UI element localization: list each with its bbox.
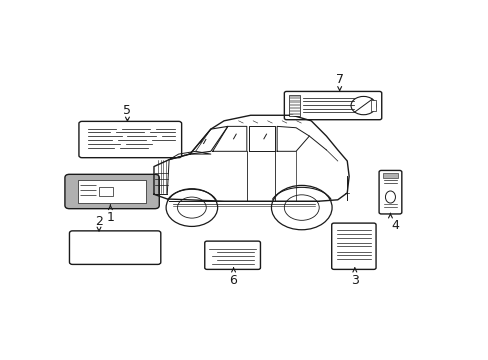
Text: 6: 6 bbox=[229, 274, 237, 287]
Text: 3: 3 bbox=[350, 274, 358, 287]
FancyBboxPatch shape bbox=[204, 241, 260, 269]
FancyBboxPatch shape bbox=[284, 91, 381, 120]
FancyBboxPatch shape bbox=[331, 223, 375, 269]
Text: 7: 7 bbox=[335, 73, 343, 86]
Bar bbox=[78, 180, 146, 203]
Text: 5: 5 bbox=[123, 104, 131, 117]
FancyBboxPatch shape bbox=[69, 231, 161, 264]
Bar bbox=[99, 187, 113, 196]
Bar bbox=[370, 100, 376, 111]
Bar bbox=[382, 173, 397, 178]
FancyBboxPatch shape bbox=[65, 174, 159, 209]
Bar bbox=[288, 95, 300, 116]
Text: 2: 2 bbox=[95, 215, 103, 228]
Text: 4: 4 bbox=[390, 219, 399, 232]
FancyBboxPatch shape bbox=[378, 170, 401, 214]
Text: 1: 1 bbox=[106, 211, 114, 224]
FancyBboxPatch shape bbox=[79, 121, 181, 158]
